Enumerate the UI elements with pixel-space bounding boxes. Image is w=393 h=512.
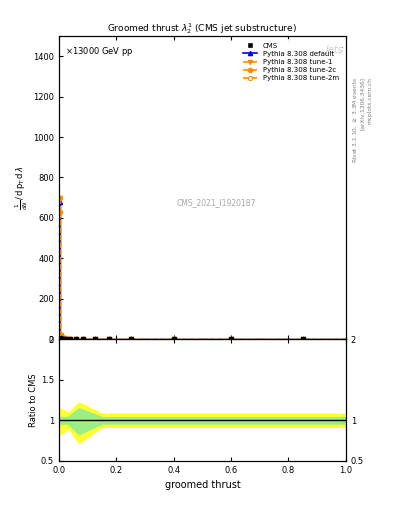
Text: [arXiv:1306.3436]: [arXiv:1306.3436] [360, 77, 365, 130]
Legend: CMS, Pythia 8.308 default, Pythia 8.308 tune-1, Pythia 8.308 tune-2c, Pythia 8.3: CMS, Pythia 8.308 default, Pythia 8.308 … [240, 39, 342, 84]
Text: Jets: Jets [325, 45, 343, 55]
Y-axis label: Ratio to CMS: Ratio to CMS [29, 373, 38, 427]
Text: mcplots.cern.ch: mcplots.cern.ch [367, 77, 373, 124]
Text: $\times$13000 GeV pp: $\times$13000 GeV pp [65, 45, 133, 58]
Y-axis label: $\frac{1}{\mathrm{d}N}\,/\,\mathrm{d}\,\mathrm{p}_{\mathrm{T}}\,\mathrm{d}\,\lam: $\frac{1}{\mathrm{d}N}\,/\,\mathrm{d}\,\… [14, 165, 30, 210]
Title: Groomed thrust $\lambda_2^1$ (CMS jet substructure): Groomed thrust $\lambda_2^1$ (CMS jet su… [107, 21, 298, 36]
Text: Rivet 3.1.10, $\geq$ 3.3M events: Rivet 3.1.10, $\geq$ 3.3M events [352, 77, 359, 163]
Text: CMS_2021_I1920187: CMS_2021_I1920187 [177, 198, 256, 207]
X-axis label: groomed thrust: groomed thrust [165, 480, 240, 490]
